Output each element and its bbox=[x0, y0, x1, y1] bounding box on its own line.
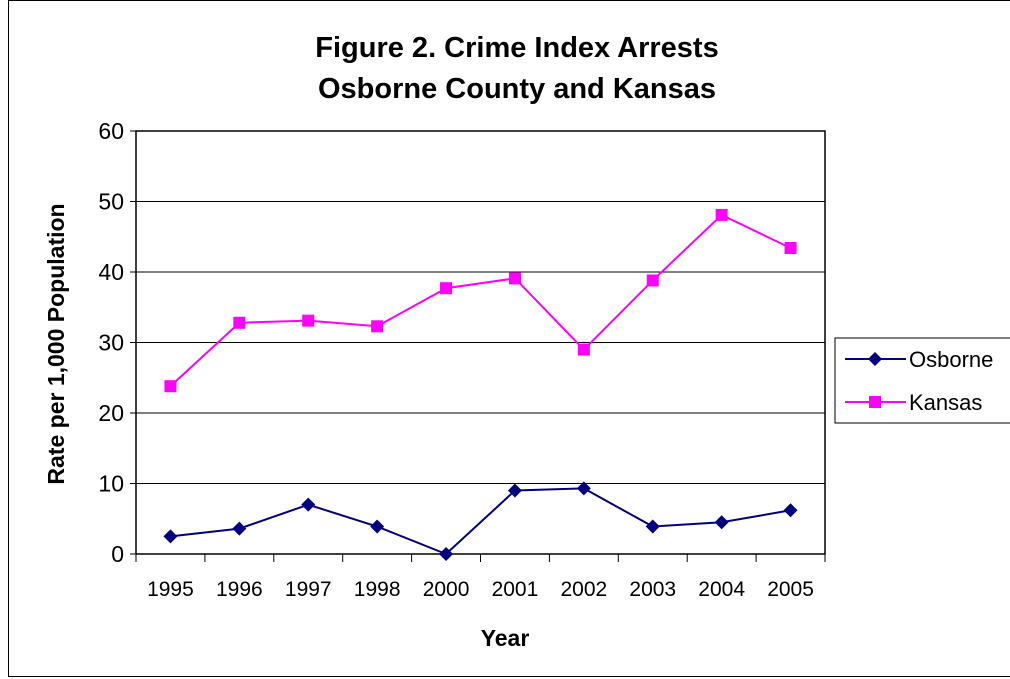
y-axis-ticks: 0 10 20 30 40 50 60 bbox=[98, 118, 136, 567]
data-point-osborne bbox=[714, 515, 729, 530]
y-tick-label: 0 bbox=[111, 541, 124, 567]
x-tick-label: 1995 bbox=[147, 578, 194, 601]
y-tick-label: 20 bbox=[98, 400, 124, 426]
x-tick-label: 2003 bbox=[629, 578, 676, 601]
x-tick-label: 2000 bbox=[423, 578, 470, 601]
data-point-kansas bbox=[371, 320, 384, 333]
legend-osborne-diamond-icon bbox=[868, 352, 882, 366]
series-osborne bbox=[163, 481, 798, 561]
x-tick-label: 1997 bbox=[285, 578, 332, 601]
legend-kansas-label: Kansas bbox=[909, 390, 982, 415]
chart-title-line-1: Figure 2. Crime Index Arrests bbox=[315, 32, 718, 64]
data-point-kansas bbox=[233, 316, 246, 329]
data-point-kansas bbox=[440, 282, 453, 295]
data-point-osborne bbox=[301, 497, 316, 512]
data-point-osborne bbox=[576, 481, 591, 496]
data-point-kansas bbox=[508, 272, 521, 285]
data-point-kansas bbox=[715, 208, 728, 221]
y-tick-label: 30 bbox=[98, 330, 124, 356]
legend-box bbox=[834, 337, 1010, 424]
x-tick-label: 2004 bbox=[698, 578, 745, 601]
series-osborne-line bbox=[170, 487, 791, 556]
y-tick-label: 10 bbox=[98, 471, 124, 497]
data-point-osborne bbox=[439, 547, 454, 561]
data-point-kansas bbox=[646, 274, 659, 287]
x-tick-label: 2005 bbox=[767, 578, 814, 601]
legend-osborne-label: Osborne bbox=[909, 347, 993, 372]
data-point-kansas bbox=[577, 343, 590, 356]
data-point-osborne bbox=[507, 483, 522, 498]
data-point-osborne bbox=[645, 519, 660, 534]
y-tick-label: 60 bbox=[98, 118, 124, 144]
legend: Osborne Kansas bbox=[834, 337, 1010, 424]
series-kansas bbox=[164, 208, 797, 393]
y-tick-label: 50 bbox=[98, 189, 124, 215]
line-chart: Figure 2. Crime Index Arrests Osborne Co… bbox=[43, 32, 1010, 651]
data-point-kansas bbox=[302, 314, 315, 327]
data-point-osborne bbox=[163, 529, 178, 544]
x-axis-title: Year bbox=[481, 625, 530, 651]
chart-frame: Figure 2. Crime Index Arrests Osborne Co… bbox=[8, 0, 1010, 677]
series-kansas-line bbox=[169, 213, 791, 387]
data-point-osborne bbox=[783, 503, 798, 518]
legend-kansas-square-icon bbox=[869, 396, 881, 408]
x-tick-label: 2001 bbox=[492, 578, 539, 601]
y-tick-label: 40 bbox=[98, 259, 124, 285]
data-point-osborne bbox=[232, 521, 247, 536]
data-point-kansas bbox=[164, 380, 177, 393]
series-layer bbox=[163, 208, 798, 561]
data-point-kansas bbox=[784, 242, 797, 255]
x-tick-label: 1996 bbox=[216, 578, 263, 601]
x-axis-ticks: 1995 1996 1997 1998 2000 2001 2002 2003 2004 2005 bbox=[135, 554, 826, 601]
y-axis-title: Rate per 1,000 Population bbox=[43, 203, 69, 484]
chart-title-line-2: Osborne County and Kansas bbox=[318, 73, 716, 105]
data-point-osborne bbox=[370, 519, 385, 534]
x-tick-label: 2002 bbox=[560, 578, 607, 601]
x-tick-label: 1998 bbox=[354, 578, 401, 601]
gridlines bbox=[136, 201, 825, 484]
